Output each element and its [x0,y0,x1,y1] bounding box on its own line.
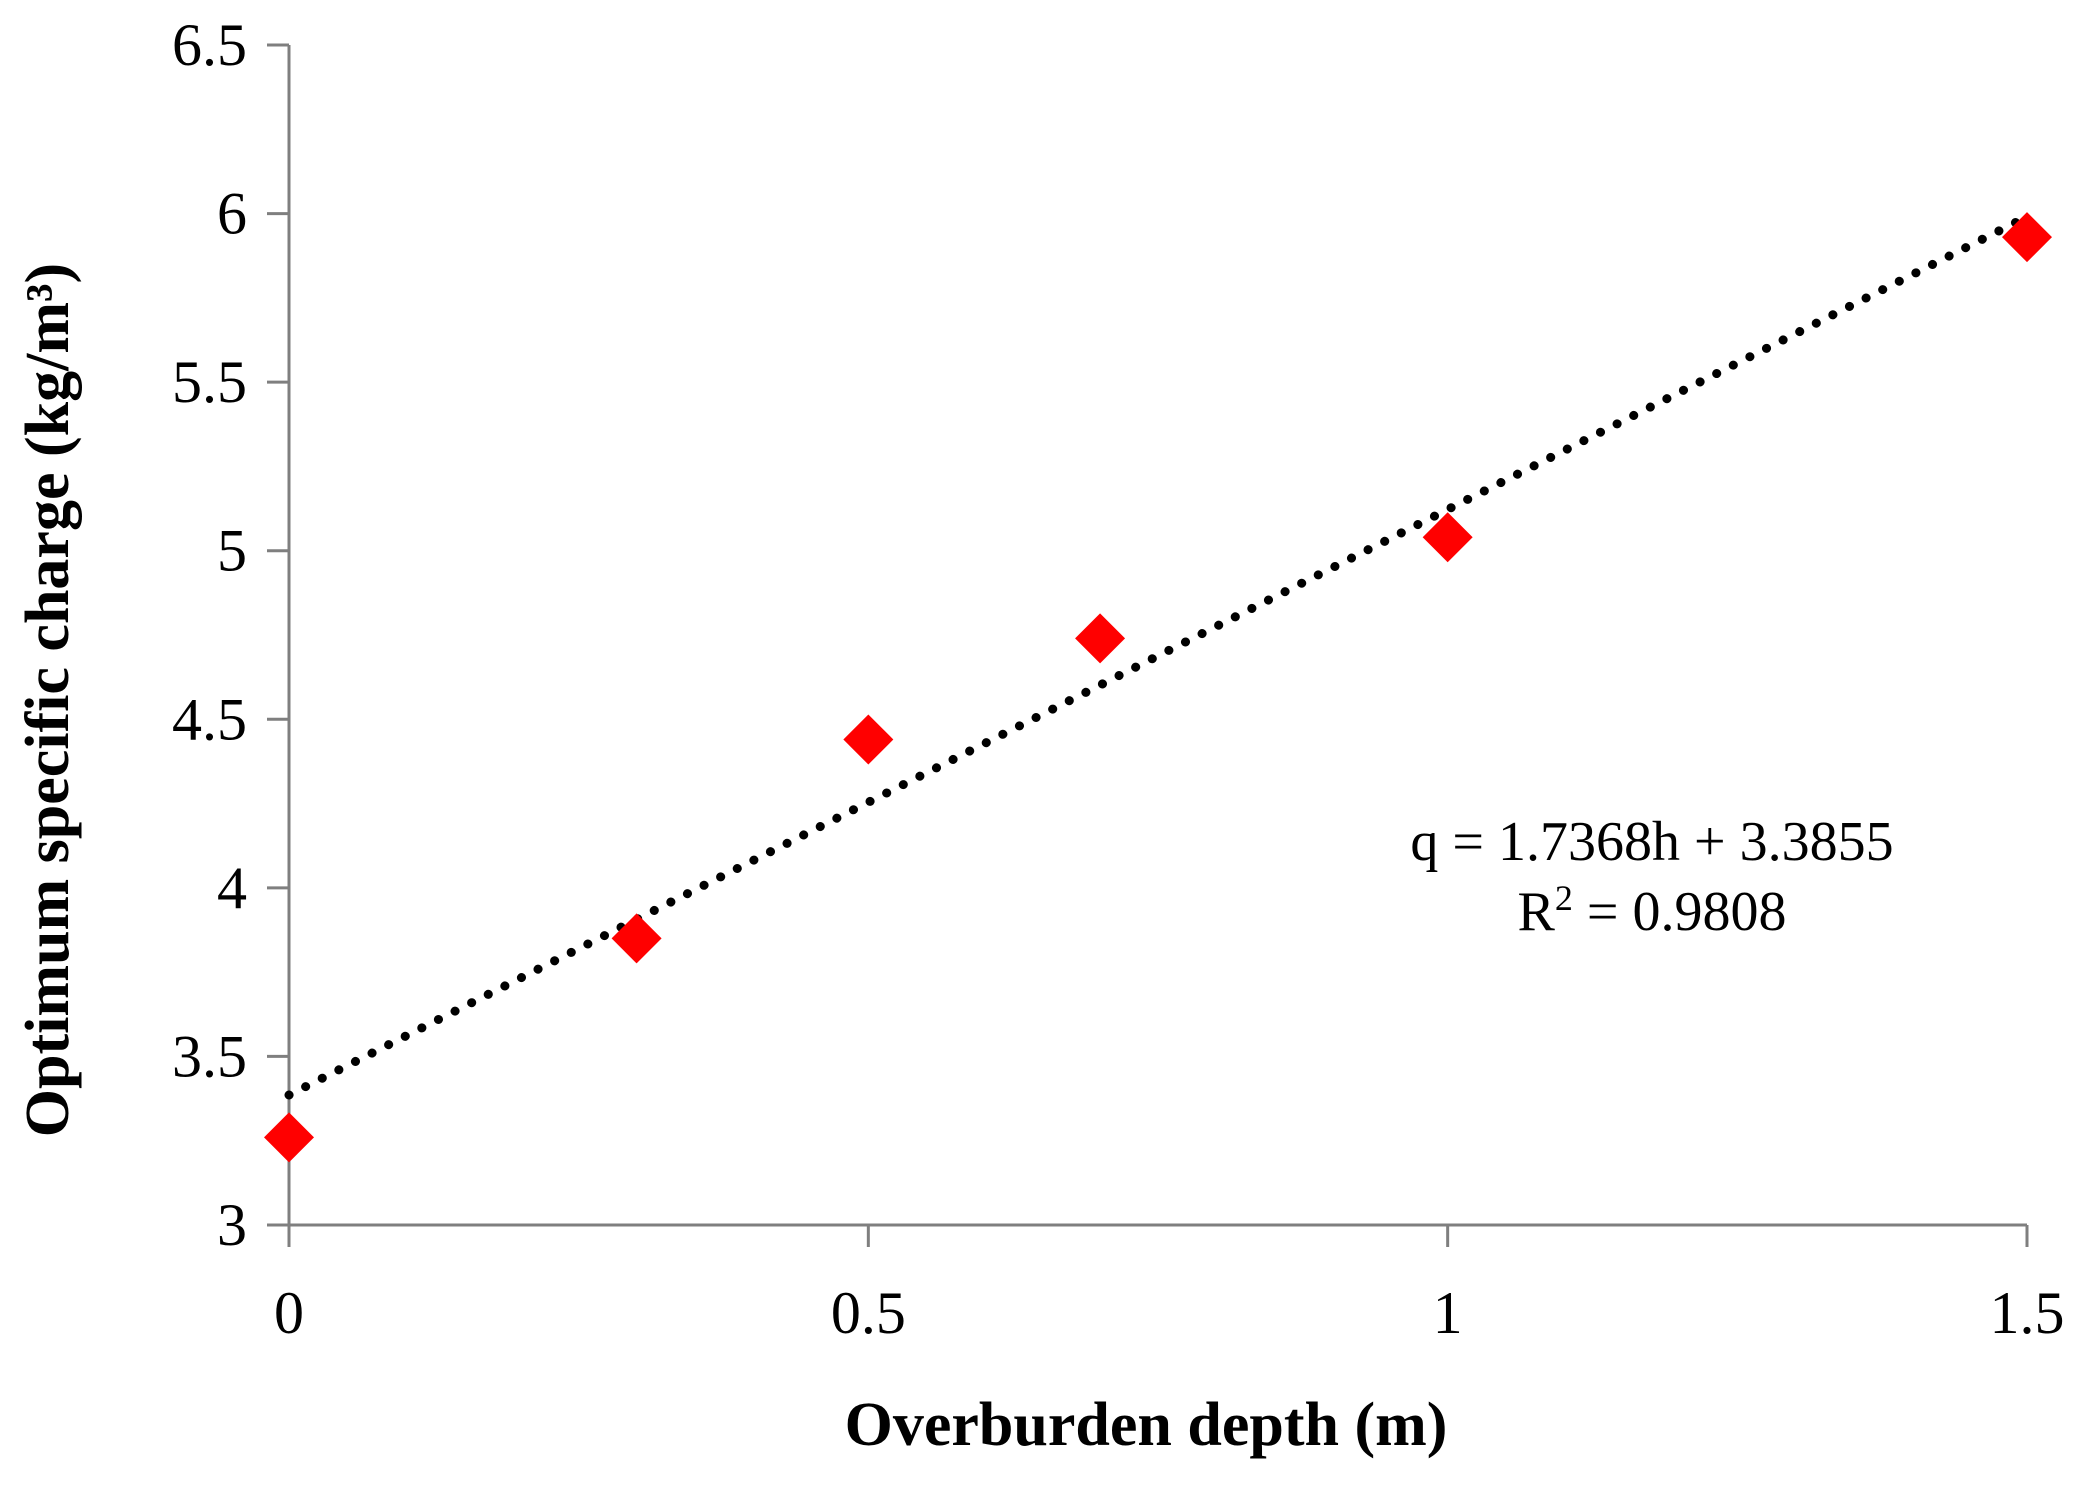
x-axis-title: Overburden depth (m) [845,1391,1448,1459]
r-squared-superscript: 2 [1555,878,1573,918]
y-tick-label: 5.5 [172,349,247,415]
y-axis-title: Optimum specific charge (kg/m³) [14,263,82,1137]
x-tick-label: 0 [274,1280,304,1346]
data-point [1075,613,1126,664]
x-tick-label: 1 [1433,1280,1463,1346]
axes [287,45,2027,1227]
x-tick-label: 0.5 [831,1280,906,1346]
y-tick-label: 3.5 [172,1023,247,1089]
data-point [611,913,662,964]
y-tick-label: 6.5 [172,12,247,78]
trendline-equation: q = 1.7368h + 3.3855 [1410,811,1893,873]
y-tick-label: 4 [217,855,247,921]
x-ticks: 0 0.5 1 1.5 [274,1225,2065,1346]
y-tick-label: 4.5 [172,686,247,752]
data-point [1422,512,1473,563]
data-point [264,1112,314,1163]
data-point [2002,212,2052,263]
trendline [284,212,2032,1100]
r-squared-prefix: R [1518,881,1556,943]
y-tick-label: 3 [217,1192,247,1258]
y-tick-label: 6 [217,181,247,247]
data-point [843,714,894,765]
r-squared-value: = 0.9808 [1573,881,1787,943]
data-points [264,212,2052,1163]
y-tick-label: 5 [217,518,247,584]
y-ticks: 3 3.5 4 4.5 5 5.5 6 6.5 [172,12,289,1258]
r-squared-label: R2 = 0.9808 [1518,878,1787,943]
x-tick-label: 1.5 [1990,1280,2065,1346]
